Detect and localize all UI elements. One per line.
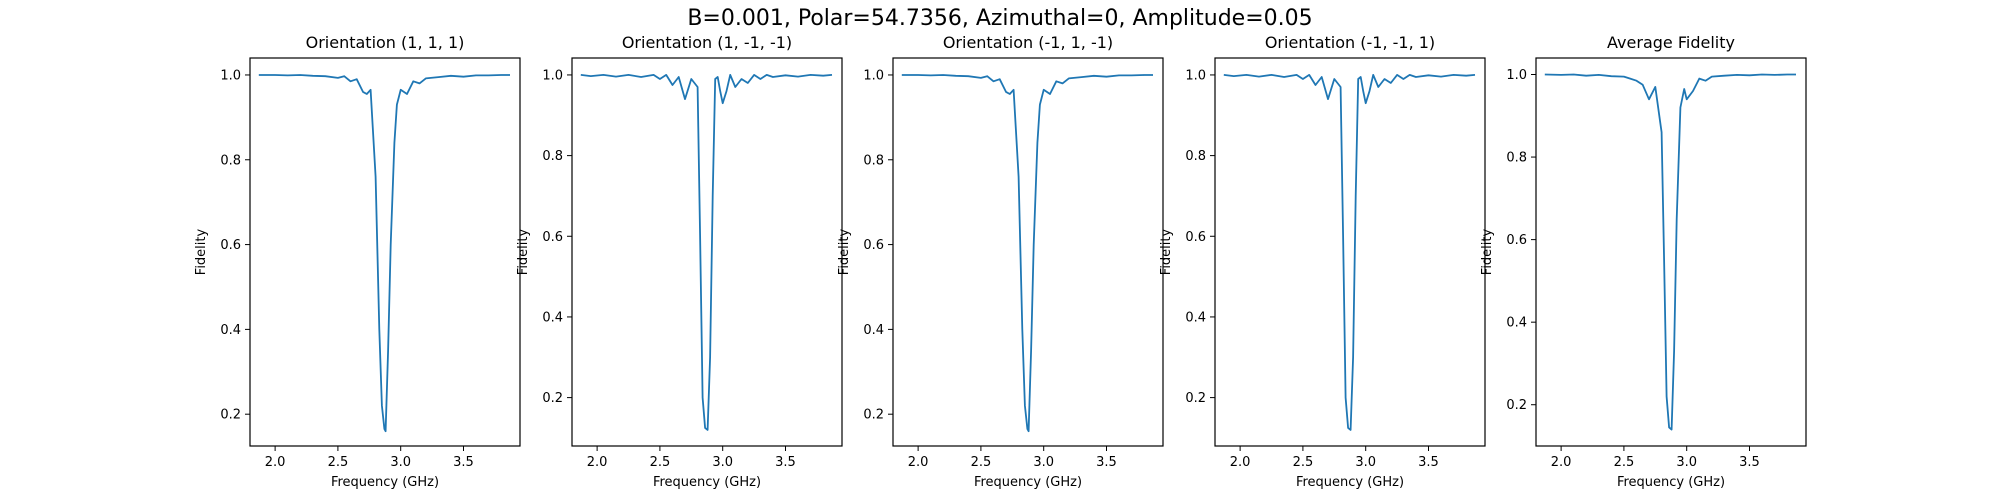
axes-frame [249,57,521,447]
x-tick-label: 3.0 [390,455,411,470]
subplot-title: Orientation (1, -1, -1) [622,33,792,52]
x-axis-label: Frequency (GHz) [653,475,761,490]
y-tick-label: 1.0 [1185,68,1206,83]
x-tick-label: 2.0 [908,455,929,470]
y-axis-label: Fidelity [194,228,209,275]
y-tick-label: 0.6 [542,230,563,245]
series-line-1 [580,74,833,431]
series-line-1 [901,74,1153,433]
y-tick-label: 1.0 [1506,68,1527,83]
x-tick-label: 3.0 [1033,455,1054,470]
y-tick-label: 0.6 [220,238,241,253]
y-tick-label: 1.0 [863,68,884,83]
x-axis-label: Frequency (GHz) [331,475,439,490]
y-tick-label: 0.4 [863,323,884,338]
x-tick-label: 3.5 [775,455,796,470]
y-tick-label: 1.0 [220,68,241,83]
y-tick-label: 0.6 [1506,233,1527,248]
y-tick-label: 0.4 [1506,316,1527,331]
subplot-3: Orientation (-1, 1, -1) 2.0 2.5 3.0 3.5 0.2 0.… [837,33,1164,490]
subplot-5: Average Fidelity 2.0 2.5 3.0 3.5 0.2 0.4 0.6 0.8… [1480,33,1807,490]
x-tick-label: 2.0 [587,455,608,470]
y-tick-label: 0.2 [863,408,884,423]
axes-frame [892,57,1164,447]
x-tick-label: 3.5 [1739,455,1760,470]
subplot-4: Orientation (-1, -1, 1) 2.0 2.5 3.0 3.5 0.2 0.… [1159,33,1486,490]
x-tick-label: 2.0 [265,455,286,470]
x-tick-label: 2.5 [1293,455,1314,470]
x-tick-label: 3.5 [1096,455,1117,470]
subplot-title: Average Fidelity [1607,33,1735,52]
x-axis-label: Frequency (GHz) [1296,475,1404,490]
subplot-2: Orientation (1, -1, -1) 2.0 2.5 3.0 3.5 0.2 0.… [516,33,843,490]
y-tick-label: 1.0 [542,68,563,83]
y-axis-label: Fidelity [1480,228,1495,275]
x-tick-label: 2.5 [328,455,349,470]
y-tick-label: 0.6 [1185,230,1206,245]
y-axis-label: Fidelity [516,228,531,275]
y-tick-label: 0.4 [220,323,241,338]
y-tick-label: 0.8 [1185,149,1206,164]
x-tick-label: 2.0 [1551,455,1572,470]
subplot-1: Orientation (1, 1, 1) 2.0 2.5 3.0 3.5 0.2 0.4 0… [194,33,521,490]
x-tick-label: 2.5 [1614,455,1635,470]
x-tick-label: 2.5 [650,455,671,470]
y-tick-label: 0.8 [1506,151,1527,166]
x-tick-label: 2.5 [971,455,992,470]
y-tick-label: 0.6 [863,238,884,253]
x-tick-label: 3.5 [453,455,474,470]
x-tick-label: 2.0 [1230,455,1251,470]
y-axis-label: Fidelity [837,228,852,275]
y-tick-label: 0.4 [542,310,563,325]
y-tick-label: 0.8 [542,149,563,164]
x-tick-label: 3.0 [712,455,733,470]
x-tick-label: 3.5 [1418,455,1439,470]
y-tick-label: 0.8 [863,153,884,168]
x-axis-label: Frequency (GHz) [974,475,1082,490]
y-tick-label: 0.2 [1506,398,1527,413]
series-line-1 [258,74,510,433]
y-tick-label: 0.8 [220,153,241,168]
series-line-1 [1544,73,1796,431]
series-line-1 [1223,74,1476,431]
subplot-title: Orientation (1, 1, 1) [306,33,465,52]
y-tick-label: 0.2 [542,391,563,406]
axes-frame [1214,57,1486,447]
x-tick-label: 3.0 [1676,455,1697,470]
y-axis-label: Fidelity [1159,228,1174,275]
axes-frame [571,57,843,447]
subplot-title: Orientation (-1, -1, 1) [1265,33,1435,52]
y-tick-label: 0.2 [220,408,241,423]
x-tick-label: 3.0 [1355,455,1376,470]
axes-frame [1535,57,1807,447]
x-axis-label: Frequency (GHz) [1617,475,1725,490]
y-tick-label: 0.2 [1185,391,1206,406]
y-tick-label: 0.4 [1185,310,1206,325]
subplot-title: Orientation (-1, 1, -1) [943,33,1113,52]
figure-suptitle: B=0.001, Polar=54.7356, Azimuthal=0, Amp… [687,6,1313,31]
